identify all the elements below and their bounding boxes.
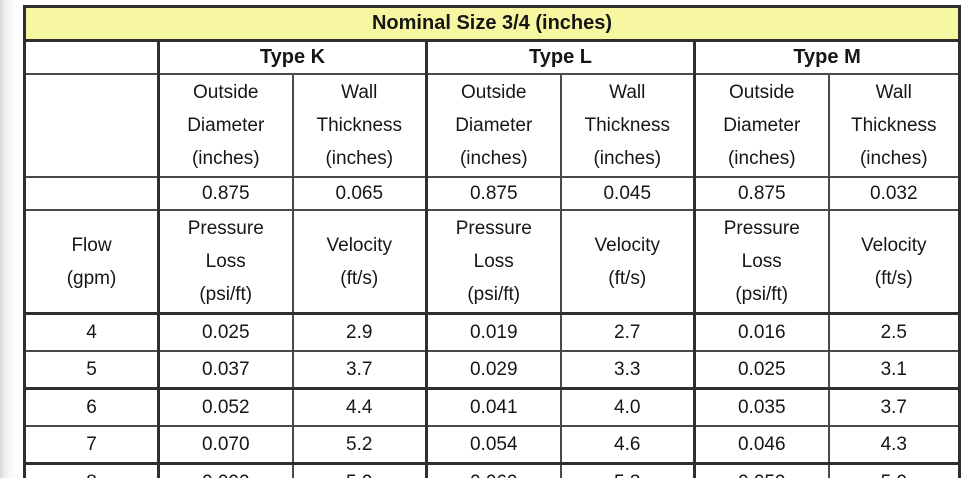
table-row: 7 0.070 5.2 0.054 4.6 0.046 4.3 bbox=[23, 425, 961, 465]
outside-diameter-value: 0.875 bbox=[157, 176, 294, 211]
velocity-value: 3.3 bbox=[559, 350, 696, 390]
wall-thickness-value: 0.045 bbox=[559, 176, 696, 211]
pressure-loss-value: 0.070 bbox=[157, 425, 294, 465]
pressure-loss-header: Pressure Loss (psi/ft) bbox=[425, 209, 562, 315]
pressure-loss-value: 0.019 bbox=[425, 312, 562, 352]
pressure-loss-value: 0.052 bbox=[157, 387, 294, 427]
velocity-header: Velocity (ft/s) bbox=[827, 209, 961, 315]
flow-value: 8 bbox=[23, 462, 160, 478]
table-row: 8 0.090 5.9 0.069 5.3 0.059 5.0 bbox=[23, 462, 961, 478]
outside-diameter-value: 0.875 bbox=[693, 176, 830, 211]
table-row: 5 0.037 3.7 0.029 3.3 0.025 3.1 bbox=[23, 350, 961, 390]
pressure-loss-value: 0.016 bbox=[693, 312, 830, 352]
blank-cell bbox=[23, 176, 160, 211]
table-title: Nominal Size 3/4 (inches) bbox=[23, 5, 961, 42]
pressure-loss-value: 0.046 bbox=[693, 425, 830, 465]
outside-diameter-value: 0.875 bbox=[425, 176, 562, 211]
flow-value: 4 bbox=[23, 312, 160, 352]
velocity-value: 5.0 bbox=[827, 462, 961, 478]
wall-thickness-header: Wall Thickness (inches) bbox=[827, 73, 961, 178]
pressure-loss-value: 0.059 bbox=[693, 462, 830, 478]
flow-header-row: Flow (gpm) Pressure Loss (psi/ft) Veloci… bbox=[23, 209, 961, 315]
velocity-header: Velocity (ft/s) bbox=[291, 209, 428, 315]
type-l-header: Type L bbox=[425, 39, 696, 75]
table-title-row: Nominal Size 3/4 (inches) bbox=[23, 5, 961, 42]
pressure-loss-value: 0.041 bbox=[425, 387, 562, 427]
velocity-value: 2.7 bbox=[559, 312, 696, 352]
page-edge-shadow bbox=[0, 0, 22, 478]
pressure-loss-header: Pressure Loss (psi/ft) bbox=[157, 209, 294, 315]
wall-thickness-header: Wall Thickness (inches) bbox=[291, 73, 428, 178]
pressure-loss-value: 0.069 bbox=[425, 462, 562, 478]
pressure-loss-header: Pressure Loss (psi/ft) bbox=[693, 209, 830, 315]
wall-thickness-value: 0.065 bbox=[291, 176, 428, 211]
velocity-value: 4.3 bbox=[827, 425, 961, 465]
wall-thickness-header: Wall Thickness (inches) bbox=[559, 73, 696, 178]
pipe-spec-table: Nominal Size 3/4 (inches) Type K Type L … bbox=[23, 5, 962, 478]
table-row: 4 0.025 2.9 0.019 2.7 0.016 2.5 bbox=[23, 312, 961, 352]
pressure-loss-value: 0.035 bbox=[693, 387, 830, 427]
velocity-value: 3.1 bbox=[827, 350, 961, 390]
pressure-loss-value: 0.037 bbox=[157, 350, 294, 390]
pressure-loss-value: 0.025 bbox=[693, 350, 830, 390]
velocity-value: 5.9 bbox=[291, 462, 428, 478]
dimension-header-row: Outside Diameter (inches) Wall Thickness… bbox=[23, 73, 961, 178]
flow-header: Flow (gpm) bbox=[23, 209, 160, 315]
outside-diameter-header: Outside Diameter (inches) bbox=[157, 73, 294, 178]
dimension-value-row: 0.875 0.065 0.875 0.045 0.875 0.032 bbox=[23, 176, 961, 211]
velocity-value: 2.5 bbox=[827, 312, 961, 352]
flow-value: 6 bbox=[23, 387, 160, 427]
velocity-value: 4.6 bbox=[559, 425, 696, 465]
flow-value: 5 bbox=[23, 350, 160, 390]
outside-diameter-header: Outside Diameter (inches) bbox=[425, 73, 562, 178]
velocity-value: 5.3 bbox=[559, 462, 696, 478]
velocity-value: 3.7 bbox=[291, 350, 428, 390]
velocity-value: 3.7 bbox=[827, 387, 961, 427]
outside-diameter-header: Outside Diameter (inches) bbox=[693, 73, 830, 178]
velocity-header: Velocity (ft/s) bbox=[559, 209, 696, 315]
table-row: 6 0.052 4.4 0.041 4.0 0.035 3.7 bbox=[23, 387, 961, 427]
pressure-loss-value: 0.054 bbox=[425, 425, 562, 465]
wall-thickness-value: 0.032 bbox=[827, 176, 961, 211]
flow-value: 7 bbox=[23, 425, 160, 465]
velocity-value: 4.4 bbox=[291, 387, 428, 427]
blank-cell bbox=[23, 39, 160, 75]
type-m-header: Type M bbox=[692, 39, 961, 75]
velocity-value: 5.2 bbox=[291, 425, 428, 465]
pressure-loss-value: 0.025 bbox=[157, 312, 294, 352]
velocity-value: 4.0 bbox=[559, 387, 696, 427]
type-header-row: Type K Type L Type M bbox=[23, 39, 961, 75]
type-k-header: Type K bbox=[157, 39, 428, 75]
velocity-value: 2.9 bbox=[291, 312, 428, 352]
blank-cell bbox=[23, 73, 160, 178]
pressure-loss-value: 0.090 bbox=[157, 462, 294, 478]
pressure-loss-value: 0.029 bbox=[425, 350, 562, 390]
